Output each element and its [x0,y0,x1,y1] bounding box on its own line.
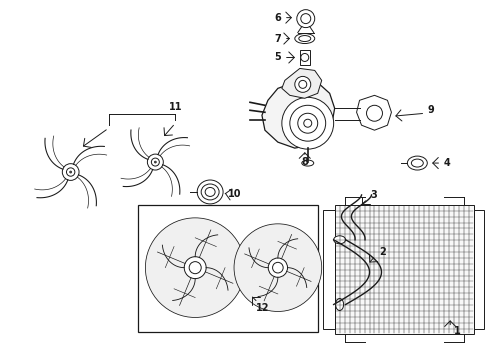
Circle shape [297,10,315,28]
Circle shape [189,262,201,274]
Circle shape [155,162,156,163]
Bar [474,210,484,329]
Bar [335,205,474,334]
Ellipse shape [336,298,343,310]
Text: 5: 5 [274,53,281,63]
Ellipse shape [412,159,423,167]
Text: 2: 2 [379,247,386,257]
Circle shape [295,76,311,92]
Circle shape [272,262,283,273]
Ellipse shape [334,236,345,244]
Ellipse shape [302,160,314,166]
Text: 4: 4 [444,158,451,168]
Text: 9: 9 [428,105,435,115]
Circle shape [146,218,245,318]
Circle shape [62,164,79,180]
Circle shape [154,161,156,163]
Circle shape [301,14,311,24]
Circle shape [301,54,309,62]
Bar [300,50,310,66]
Ellipse shape [197,180,223,204]
Circle shape [367,105,383,121]
Text: 7: 7 [274,33,281,44]
Circle shape [234,224,322,311]
Circle shape [184,257,206,279]
Circle shape [70,171,71,172]
Text: 6: 6 [274,13,281,23]
Text: 12: 12 [256,302,270,312]
Text: 10: 10 [228,189,242,199]
Ellipse shape [205,188,215,197]
Circle shape [282,97,334,149]
Polygon shape [262,80,335,148]
Circle shape [67,168,75,176]
Circle shape [290,105,326,141]
Polygon shape [282,68,322,98]
Ellipse shape [299,36,311,41]
Polygon shape [357,95,392,130]
Ellipse shape [201,184,219,200]
Circle shape [304,119,312,127]
Ellipse shape [407,156,427,170]
Text: 1: 1 [454,327,461,336]
Bar [323,210,335,329]
Bar [138,205,318,332]
Circle shape [147,154,163,170]
Text: 11: 11 [169,102,182,112]
Circle shape [268,258,288,277]
Circle shape [70,171,72,173]
Circle shape [151,158,159,166]
Circle shape [298,113,318,133]
Text: 3: 3 [370,190,377,200]
Text: 8: 8 [301,157,308,167]
Circle shape [299,80,307,88]
Ellipse shape [295,33,315,44]
